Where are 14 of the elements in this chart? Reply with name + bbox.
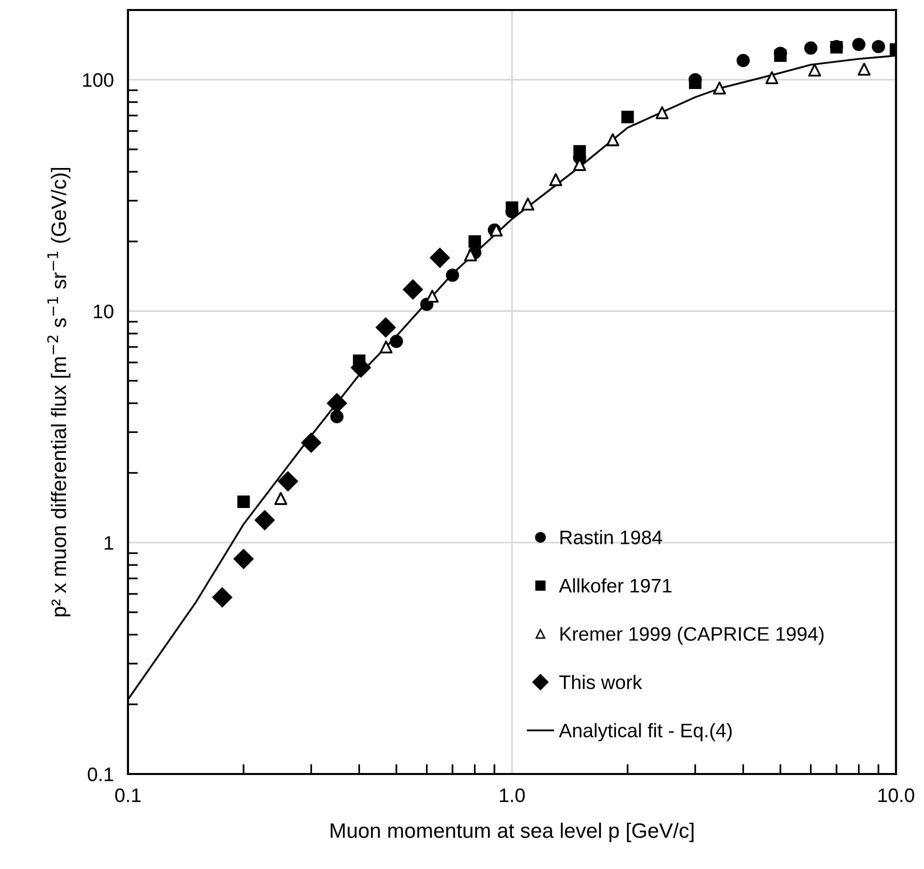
y-tick-label: 100 [83, 73, 114, 87]
x-tick-label: 0.1 [115, 788, 141, 802]
legend-label: This work [559, 674, 642, 690]
y-tick-label: 0.1 [88, 767, 114, 782]
legend-label: Allkofer 1971 [558, 578, 672, 593]
legend-label: Rastin 1984 [560, 530, 662, 544]
y-tick-label: 1 [104, 536, 114, 550]
legend-label: Analytical fit - Eq.(4) [558, 723, 732, 742]
x-tick-label: 1.0 [500, 788, 525, 802]
x-axis-title: Muon momentum at sea level p [GeV/c] [330, 822, 694, 842]
x-tick-label: 10.0 [878, 788, 914, 802]
y-axis-title: p² x muon differential flux [m$^{−2}$ s$^{−1}$ sr$^{−1}$ (GeV/c)] [47, 168, 70, 616]
legend-label: Kremer 1999 (CAPRICE 1994) [560, 626, 824, 645]
y-tick-label: 10 [94, 304, 114, 318]
